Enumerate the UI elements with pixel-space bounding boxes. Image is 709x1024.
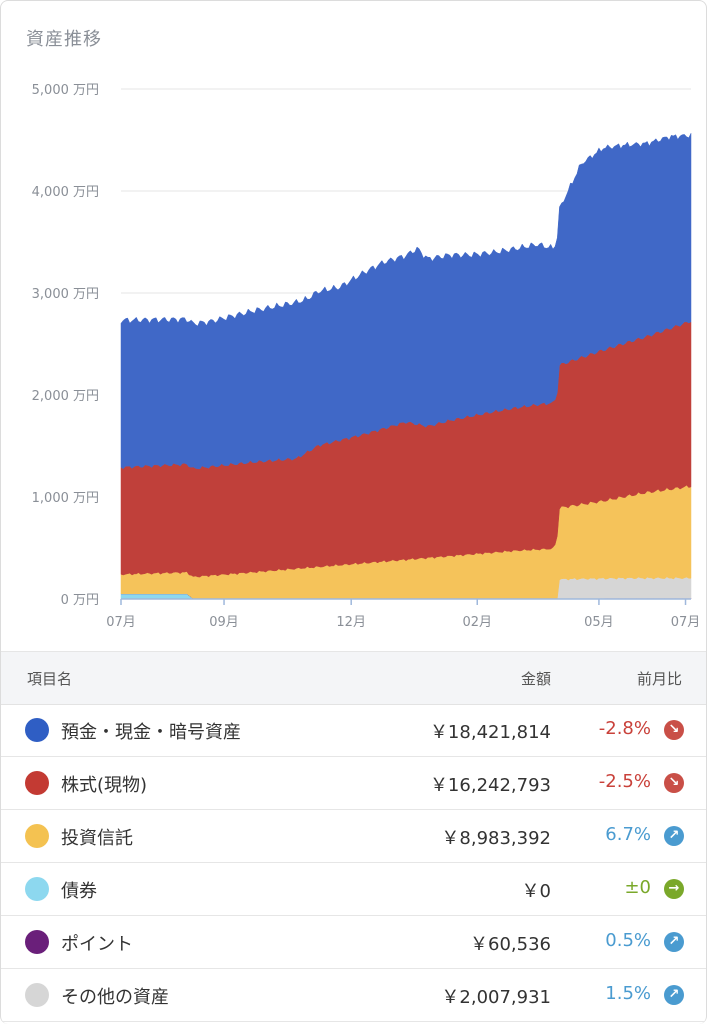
area-series-5 [120, 133, 692, 470]
trend-up-arrow-icon: ↗ [664, 932, 684, 952]
table-row: 債券 ￥0 ±0 → [1, 863, 706, 916]
asset-amount: ￥18,421,814 [429, 722, 551, 743]
asset-amount: ￥16,242,793 [429, 775, 551, 796]
y-tick-label: 4,000 万円 [32, 185, 99, 200]
x-tick-label: 05月 [584, 615, 614, 630]
trend-down-arrow-icon: ↘ [664, 773, 684, 793]
asset-amount: ￥8,983,392 [441, 828, 551, 849]
month-change: 0.5% [605, 930, 651, 951]
x-tick-label: 09月 [209, 615, 239, 630]
asset-name: 株式(現物) [61, 775, 148, 796]
y-tick-label: 1,000 万円 [32, 491, 99, 506]
asset-amount: ￥0 [521, 881, 551, 902]
x-tick-label: 02月 [462, 615, 492, 630]
trend-up-arrow-icon: ↗ [664, 985, 684, 1005]
asset-name: 債券 [61, 881, 97, 902]
asset-name: 預金・現金・暗号資産 [61, 722, 241, 743]
header-name: 項目名 [27, 670, 73, 688]
y-tick-label: 2,000 万円 [32, 389, 99, 404]
card-title: 資産推移 [26, 29, 102, 50]
asset-name: その他の資産 [61, 987, 169, 1008]
asset-amount: ￥2,007,931 [441, 987, 551, 1008]
header-amount: 金額 [520, 670, 551, 688]
legend-color-dot [25, 718, 49, 742]
x-tick-label: 07月 [106, 615, 136, 630]
trend-down-arrow-icon: ↘ [664, 720, 684, 740]
legend-color-dot [25, 771, 49, 795]
legend-color-dot [25, 930, 49, 954]
trend-up-arrow-icon: ↗ [664, 826, 684, 846]
month-change: ±0 [624, 877, 651, 898]
table-header: 項目名 金額 前月比 [1, 651, 706, 705]
asset-stacked-area-chart: 0 万円 1,000 万円 2,000 万円 3,000 万円 4,000 万円 5,00… [32, 83, 701, 630]
asset-amount: ￥60,536 [470, 934, 551, 955]
table-row: その他の資産 ￥2,007,931 1.5% ↗ [1, 969, 706, 1022]
x-tick-label: 12月 [336, 615, 366, 630]
asset-name: ポイント [61, 934, 133, 955]
header-change: 前月比 [636, 670, 682, 688]
month-change: -2.5% [598, 771, 651, 792]
y-tick-label: 3,000 万円 [32, 287, 99, 302]
legend-color-dot [25, 983, 49, 1007]
month-change: 1.5% [605, 983, 651, 1004]
table-row: ポイント ￥60,536 0.5% ↗ [1, 916, 706, 969]
table-row: 投資信託 ￥8,983,392 6.7% ↗ [1, 810, 706, 863]
month-change: 6.7% [605, 824, 651, 845]
trend-flat-arrow-icon: → [664, 879, 684, 899]
table-row: 預金・現金・暗号資産 ￥18,421,814 -2.8% ↘ [1, 704, 706, 757]
x-tick-label: 07月 [671, 615, 701, 630]
y-tick-label: 0 万円 [61, 593, 99, 608]
legend-color-dot [25, 877, 49, 901]
asset-name: 投資信託 [61, 828, 133, 849]
legend-color-dot [25, 824, 49, 848]
y-tick-label: 5,000 万円 [32, 83, 99, 98]
table-row: 株式(現物) ￥16,242,793 -2.5% ↘ [1, 757, 706, 810]
month-change: -2.8% [598, 718, 651, 739]
